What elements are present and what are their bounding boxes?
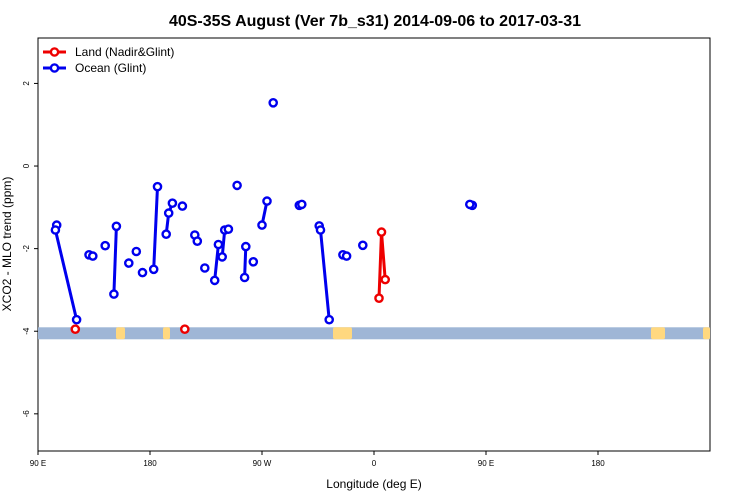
land-data-point: [374, 293, 384, 304]
ocean-data-point: [257, 220, 267, 230]
land-patch: [116, 327, 125, 340]
x-tick-label: 180: [591, 459, 605, 468]
land-patch: [163, 327, 170, 340]
ocean-data-point: [341, 251, 352, 261]
y-tick-label: 2: [22, 81, 31, 86]
x-tick-label: 90 E: [30, 459, 46, 468]
ocean-data-point: [239, 272, 250, 283]
ocean-data-point: [161, 229, 171, 239]
ocean-data-point: [315, 225, 326, 235]
ocean-data-point: [177, 201, 188, 211]
ocean-data-point: [124, 258, 134, 268]
series-points: [50, 98, 478, 335]
legend-ocean-label: Ocean (Glint): [75, 61, 146, 75]
x-tick-label: 180: [143, 459, 157, 468]
ocean-data-point: [262, 196, 272, 206]
ocean-data-point: [209, 275, 220, 286]
x-axis-ticks: 90 E 180 90 W 0 90 E 180: [30, 451, 605, 468]
ocean-data-point: [71, 314, 82, 325]
ocean-data-point: [88, 251, 98, 261]
ocean-series-line: [213, 244, 220, 281]
chart-title: 40S-35S August (Ver 7b_s31) 2014-09-06 t…: [169, 13, 581, 30]
land-data-point: [376, 227, 387, 237]
land-patch: [333, 327, 352, 340]
y-tick-label: -2: [22, 245, 31, 253]
y-axis-ticks: 2 0 -2 -4 -6: [22, 81, 38, 418]
ocean-band: [38, 327, 710, 340]
x-tick-label: 90 W: [253, 459, 272, 468]
ocean-data-point: [232, 180, 242, 191]
ocean-data-point: [213, 239, 224, 250]
ocean-series-line: [243, 246, 248, 278]
ocean-data-point: [167, 198, 178, 208]
ocean-data-point: [199, 263, 210, 273]
ocean-data-point: [324, 314, 335, 325]
ocean-data-point: [163, 208, 174, 218]
legend-ocean-marker: [49, 63, 60, 73]
y-axis-label: XCO2 - MLO trend (ppm): [0, 177, 14, 312]
ocean-data-point: [217, 252, 227, 262]
plot-frame: [37, 37, 711, 452]
ocean-data-point: [248, 256, 259, 267]
ocean-data-point: [152, 181, 163, 192]
ocean-data-point: [192, 236, 203, 246]
ocean-data-point: [464, 199, 475, 210]
ocean-data-point: [50, 225, 61, 235]
land-data-point: [380, 274, 391, 285]
ocean-data-point: [223, 224, 234, 234]
legend: Land (Nadir&Glint) Ocean (Glint): [43, 45, 174, 75]
ocean-data-point: [137, 267, 148, 278]
y-tick-label: -6: [22, 410, 31, 418]
ocean-data-point: [296, 199, 307, 210]
y-tick-label: 0: [22, 163, 31, 168]
ocean-data-point: [111, 221, 122, 232]
ocean-series-line: [112, 226, 118, 295]
y-tick-label: -4: [22, 327, 31, 335]
ocean-data-point: [109, 289, 119, 299]
land-patch: [703, 327, 710, 340]
ocean-series-line: [152, 186, 159, 270]
land-data-point: [179, 324, 190, 335]
ocean-data-point: [100, 240, 110, 251]
x-tick-label: 0: [372, 459, 377, 468]
x-tick-label: 90 E: [478, 459, 494, 468]
surface-band: [38, 327, 710, 340]
land-data-point: [70, 324, 81, 335]
ocean-data-point: [131, 246, 142, 257]
ocean-data-point: [148, 264, 159, 275]
land-patch: [651, 327, 665, 340]
legend-land-label: Land (Nadir&Glint): [75, 45, 174, 59]
ocean-data-point: [240, 241, 251, 252]
legend-land-marker: [49, 47, 60, 57]
ocean-data-point: [357, 240, 368, 251]
x-axis-label: Longitude (deg E): [326, 477, 421, 491]
ocean-data-point: [268, 98, 279, 108]
